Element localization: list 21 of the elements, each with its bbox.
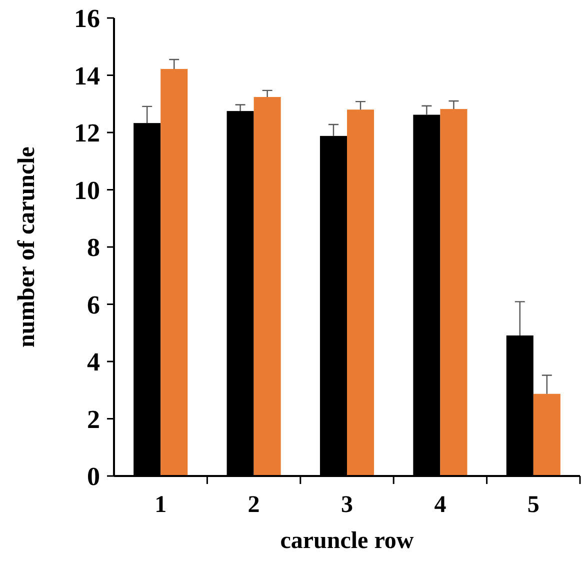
x-tick-label: 4 xyxy=(434,492,446,518)
bar xyxy=(254,97,281,476)
y-tick-label: 6 xyxy=(87,290,100,320)
y-tick-label: 4 xyxy=(87,348,100,377)
bar xyxy=(160,68,188,476)
bar xyxy=(347,110,374,476)
x-tick-label: 5 xyxy=(527,492,540,518)
x-tick-label: 3 xyxy=(341,492,353,518)
y-tick-label: 12 xyxy=(74,118,100,148)
y-tick-label: 2 xyxy=(87,404,100,434)
y-tick-label: 8 xyxy=(87,233,100,262)
x-tick-label: 1 xyxy=(154,492,167,518)
y-tick-label: 0 xyxy=(87,462,100,492)
y-tick-label: 16 xyxy=(74,4,100,34)
bar xyxy=(440,109,468,476)
y-axis-title: number of caruncle xyxy=(14,146,40,348)
y-tick-label: 10 xyxy=(74,176,100,205)
bar xyxy=(533,394,560,476)
y-tick-label: 14 xyxy=(74,61,100,90)
x-axis-title: caruncle row xyxy=(280,528,414,554)
x-tick-label: 2 xyxy=(248,492,260,518)
